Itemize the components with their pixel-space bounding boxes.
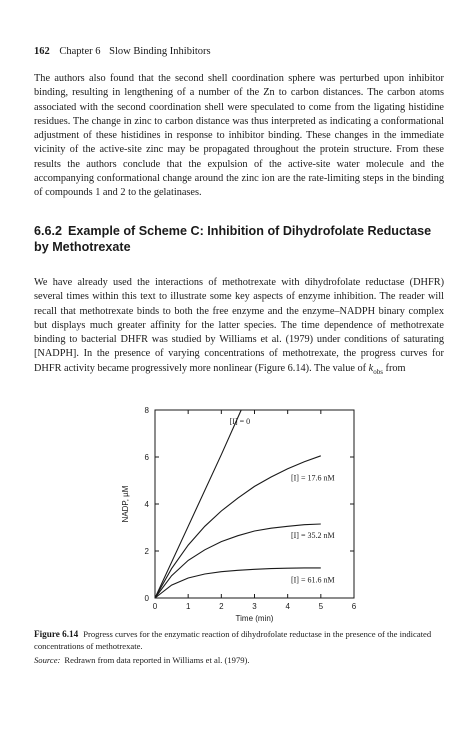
x-tick-label: 5 [319, 602, 324, 611]
series-label: [I] = 61.6 nM [291, 576, 335, 585]
series-line [154, 523, 321, 599]
y-tick-label: 2 [145, 547, 150, 556]
chapter-label: Chapter 6 [59, 46, 101, 57]
k-subscript: obs [373, 367, 383, 376]
y-tick-label: 4 [145, 500, 150, 509]
section-title: Example of Scheme C: Inhibition of Dihyd… [34, 224, 432, 254]
figure-source: Source: Redrawn from data reported in Wil… [34, 654, 444, 666]
series-line [154, 567, 321, 599]
series-line [154, 409, 242, 599]
section-heading: 6.6.2 Example of Scheme C: Inhibition of … [34, 224, 444, 255]
y-tick-label: 8 [145, 406, 150, 415]
source-label: Source: [34, 655, 61, 665]
x-tick-label: 1 [186, 602, 191, 611]
section-number: 6.6.2 [34, 224, 63, 238]
running-header: 162 Chapter 6 Slow Binding Inhibitors [34, 46, 211, 57]
figure-6-14-chart: 0 1 2 3 4 5 6 0 2 4 6 8 Time (min) NADP, µM [I] = 0 [I]… [110, 398, 374, 638]
x-axis-label: Time (min) [236, 614, 274, 623]
chapter-title: Slow Binding Inhibitors [109, 46, 211, 57]
y-axis-label: NADP, µM [121, 485, 130, 522]
y-tick-label: 6 [145, 453, 150, 462]
source-text: Redrawn from data reported in Williams e… [64, 655, 250, 665]
paragraph-text: We have already used the interactions of… [34, 277, 444, 374]
caption-text: Progress curves for the enzymatic reacti… [34, 629, 432, 651]
x-tick-label: 2 [219, 602, 224, 611]
y-tick-label: 0 [145, 594, 150, 603]
x-tick-label: 6 [352, 602, 357, 611]
k-symbol: k [368, 362, 374, 374]
series-label: [I] = 17.6 nM [291, 474, 335, 483]
figure-caption: Figure 6.14 Progress curves for the enzym… [34, 628, 444, 652]
body-paragraph: The authors also found that the second s… [34, 73, 444, 199]
x-tick-label: 4 [285, 602, 290, 611]
series-line [154, 455, 321, 599]
x-tick-label: 0 [153, 602, 158, 611]
page-number: 162 [34, 46, 50, 57]
series-label: [I] = 35.2 nM [291, 531, 335, 540]
body-paragraph: We have already used the interactions of… [34, 276, 444, 379]
figure-label: Figure 6.14 [34, 629, 79, 639]
x-tick-label: 3 [252, 602, 257, 611]
series-label: [I] = 0 [230, 417, 251, 426]
paragraph-tail: from [382, 362, 406, 374]
